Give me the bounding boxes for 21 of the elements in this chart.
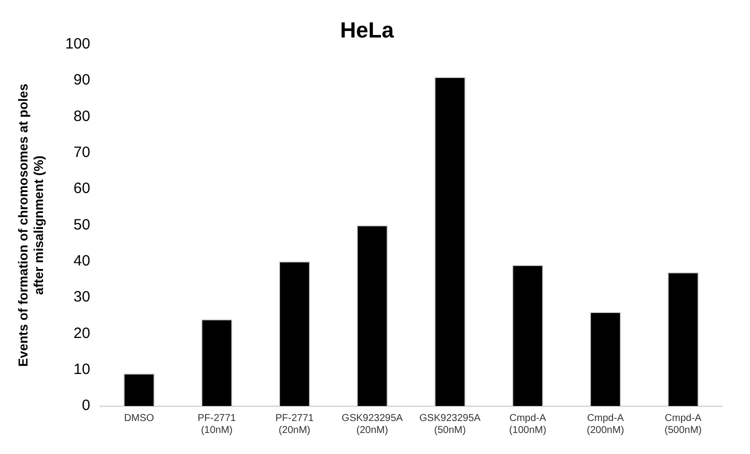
y-tick-label: 40 bbox=[74, 252, 90, 270]
chart-title: HeLa bbox=[340, 17, 395, 42]
x-tick-label: DMSO bbox=[124, 412, 154, 424]
x-tick-label: PF-2771 (20nM) bbox=[275, 412, 314, 436]
y-axis-title: Events of formation of chromosomes at poles after misalignment (%) bbox=[15, 84, 46, 367]
x-tick-label: Cmpd-A (100nM) bbox=[509, 412, 546, 436]
y-tick-label: 50 bbox=[74, 216, 90, 234]
y-tick-label: 100 bbox=[65, 36, 90, 53]
x-tick-label: Cmpd-A (200nM) bbox=[586, 412, 624, 436]
y-tick-label: 20 bbox=[74, 324, 90, 342]
y-tick-label: 90 bbox=[74, 72, 90, 89]
y-tick-label: 60 bbox=[74, 180, 90, 198]
y-tick-label: 70 bbox=[74, 144, 90, 162]
x-tick-label: PF-2771 (10nM) bbox=[198, 412, 236, 436]
x-tick-label: GSK923295A (50nM) bbox=[419, 412, 481, 436]
y-tick-label: 0 bbox=[82, 397, 90, 414]
y-tick-label: 80 bbox=[74, 108, 90, 125]
y-tick-label: 10 bbox=[74, 360, 90, 378]
x-tick-label: GSK923295A (20nM) bbox=[342, 412, 404, 436]
y-tick-label: 30 bbox=[74, 288, 90, 306]
x-tick-label: Cmpd-A (500nM) bbox=[664, 412, 702, 436]
